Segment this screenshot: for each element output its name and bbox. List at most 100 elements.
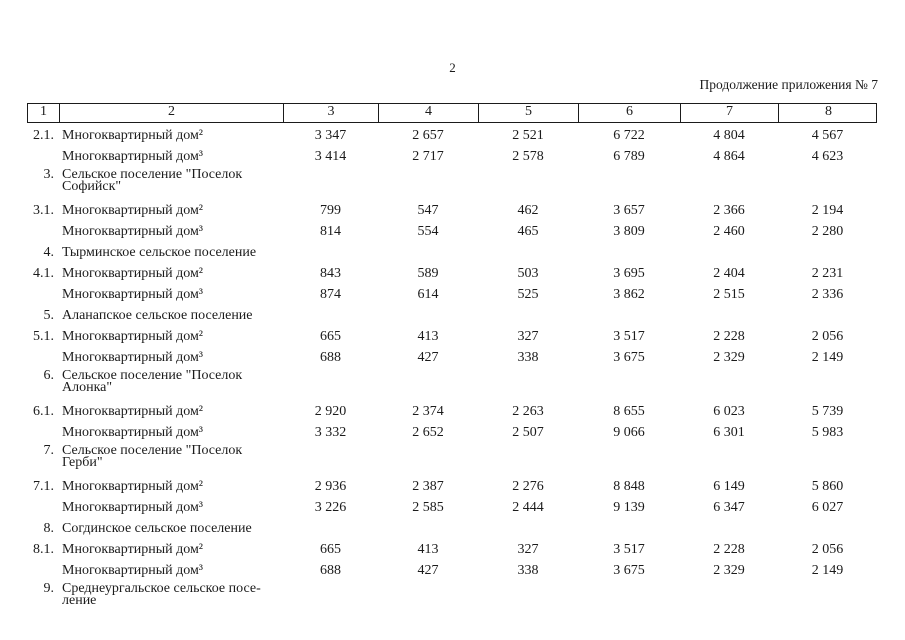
row-number — [27, 221, 59, 242]
row-value: 3 862 — [613, 286, 645, 302]
row-value: 3 675 — [613, 349, 645, 365]
row-value: 6 149 — [713, 478, 745, 494]
row-value: 3 809 — [613, 223, 645, 239]
row-value — [578, 581, 680, 614]
row-number: 7.1. — [33, 478, 54, 494]
row-value: 5 860 — [811, 478, 844, 494]
column-header: 1 — [28, 104, 60, 122]
row-value: 503 — [517, 265, 539, 281]
table-row: 3. Сельское поселение "Поселок Софийск" — [27, 167, 877, 200]
row-value: 3 347 — [314, 127, 347, 143]
row-number — [27, 497, 59, 518]
row-value: 2 515 — [713, 286, 745, 302]
row-label: Многоквартирный дом² — [62, 265, 204, 281]
row-value: 2 329 — [713, 562, 745, 578]
row-value: 614 — [417, 286, 439, 302]
row-value: 5 983 — [811, 424, 844, 440]
row-value — [478, 305, 578, 326]
table-row: Многоквартирный дом³ 814 554 465 3 809 2 460 2… — [27, 221, 877, 242]
table-row: Многоквартирный дом³ 874 614 525 3 862 2 515 2… — [27, 284, 877, 305]
row-value — [578, 167, 680, 200]
row-value — [680, 242, 778, 263]
row-value: 2 374 — [412, 403, 444, 419]
row-value: 2 149 — [811, 349, 844, 365]
row-number: 3.1. — [33, 202, 54, 218]
row-number — [27, 422, 59, 443]
row-value: 2 056 — [811, 328, 844, 344]
continuation-label: Продолжение приложения № 7 — [699, 77, 878, 92]
row-value — [283, 368, 378, 401]
row-label: Среднеургальское сельское посе- ление — [62, 580, 261, 609]
row-value: 2 521 — [512, 127, 544, 143]
row-label: Сельское поселение "Поселок Алонка" — [62, 367, 243, 396]
row-value — [680, 305, 778, 326]
column-header: 3 — [284, 104, 379, 122]
row-value: 2 366 — [713, 202, 745, 218]
row-value — [378, 443, 478, 476]
row-value: 8 848 — [613, 478, 645, 494]
row-label: Многоквартирный дом³ — [62, 148, 204, 164]
row-value: 413 — [417, 541, 439, 557]
row-value — [578, 518, 680, 539]
column-header: 2 — [60, 104, 284, 122]
row-value: 2 444 — [512, 499, 544, 515]
row-value: 2 404 — [713, 265, 745, 281]
row-value — [378, 305, 478, 326]
row-value — [680, 167, 778, 200]
row-value: 2 336 — [811, 286, 844, 302]
column-header: 7 — [681, 104, 779, 122]
row-value: 8 655 — [613, 403, 645, 419]
row-value — [378, 581, 478, 614]
row-label: Многоквартирный дом³ — [62, 562, 204, 578]
row-number — [27, 146, 59, 167]
row-number — [27, 560, 59, 581]
row-value — [378, 368, 478, 401]
column-header: 4 — [379, 104, 479, 122]
column-header: 5 — [479, 104, 579, 122]
row-value: 688 — [320, 349, 341, 365]
row-value: 4 804 — [713, 127, 745, 143]
row-label: Многоквартирный дом² — [62, 403, 204, 419]
row-value: 327 — [517, 328, 539, 344]
row-value: 5 739 — [811, 403, 844, 419]
row-value: 799 — [320, 202, 341, 218]
row-value — [283, 305, 378, 326]
row-value: 3 332 — [314, 424, 347, 440]
row-value: 338 — [517, 349, 539, 365]
row-value — [478, 518, 578, 539]
row-value — [778, 167, 877, 200]
row-label: Многоквартирный дом² — [62, 202, 204, 218]
row-number: 4.1. — [33, 265, 54, 281]
row-value: 9 066 — [613, 424, 645, 440]
row-value: 2 657 — [412, 127, 444, 143]
row-value: 2 228 — [713, 328, 745, 344]
row-value — [283, 242, 378, 263]
row-value: 554 — [417, 223, 439, 239]
row-label: Многоквартирный дом² — [62, 328, 204, 344]
row-number: 7. — [43, 442, 55, 458]
row-value: 465 — [517, 223, 539, 239]
row-value: 2 578 — [512, 148, 544, 164]
table-row: 2.1. Многоквартирный дом² 3 347 2 657 2 521 6… — [27, 125, 877, 146]
table-row: 5. Аланапское сельское поселение — [27, 305, 877, 326]
row-value — [478, 581, 578, 614]
row-value — [778, 242, 877, 263]
row-value — [778, 368, 877, 401]
row-value — [283, 443, 378, 476]
row-value: 525 — [517, 286, 539, 302]
row-value: 338 — [517, 562, 539, 578]
row-label: Сельское поселение "Поселок Софийск" — [62, 166, 243, 195]
row-label: Сельское поселение "Поселок Герби" — [62, 442, 243, 471]
row-value: 2 652 — [412, 424, 444, 440]
row-value: 2 920 — [314, 403, 347, 419]
row-value — [283, 518, 378, 539]
row-value: 427 — [417, 349, 439, 365]
row-value: 2 263 — [512, 403, 544, 419]
row-value — [680, 581, 778, 614]
row-value: 874 — [320, 286, 341, 302]
table-row: Многоквартирный дом³ 688 427 338 3 675 2 329 2… — [27, 347, 877, 368]
row-label: Согдинское сельское поселение — [62, 520, 252, 536]
row-value: 2 936 — [314, 478, 347, 494]
